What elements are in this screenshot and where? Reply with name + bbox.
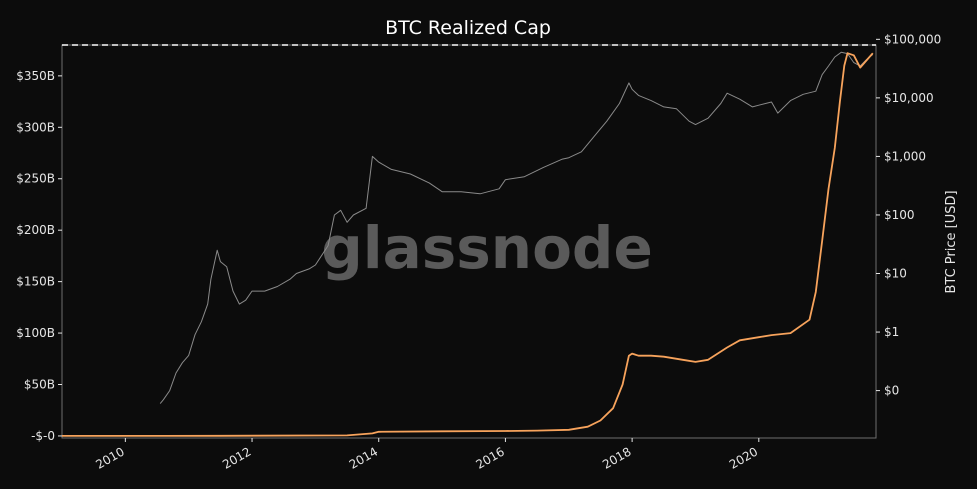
watermark: glassnode	[321, 214, 653, 282]
plot-frame	[61, 44, 877, 439]
x-tick-label: 2012	[220, 444, 253, 471]
right-tick-label: $100	[884, 208, 915, 222]
right-tick-label: $10,000	[884, 91, 934, 105]
right-tick-label: $1	[884, 325, 899, 339]
x-axis: 2010 2012 2014 2016 2018 2020	[93, 438, 760, 472]
left-tick-label: $350B	[16, 69, 55, 83]
x-tick-label: 2014	[347, 444, 380, 471]
right-axis-label: BTC Price [USD]	[944, 190, 959, 293]
right-tick-label: $1,000	[884, 149, 926, 163]
left-tick-label: -$-0	[31, 429, 55, 443]
chart-title: BTC Realized Cap	[385, 17, 551, 39]
right-axis: $0 $1 $10 $100 $1,000 $10,000 $100,000	[876, 32, 941, 398]
right-tick-label: $0	[884, 384, 899, 398]
left-tick-label: $100B	[16, 326, 55, 340]
left-tick-label: $300B	[16, 120, 55, 134]
realized-cap-line	[62, 52, 874, 437]
btc-price-line	[159, 51, 874, 404]
x-tick-label: 2020	[727, 444, 760, 471]
series-layer	[62, 51, 874, 437]
x-tick-label: 2010	[93, 444, 126, 471]
left-tick-label: $200B	[16, 223, 55, 237]
right-tick-label: $10	[884, 267, 907, 281]
left-tick-label: $150B	[16, 275, 55, 289]
left-tick-label: $250B	[16, 172, 55, 186]
right-tick-label: $100,000	[884, 32, 941, 46]
left-axis: -$-0 $50B $100B $150B $200B $250B $300B $350B	[16, 69, 62, 443]
left-tick-label: $50B	[24, 378, 55, 392]
x-tick-label: 2016	[473, 444, 506, 471]
x-tick-label: 2018	[600, 444, 633, 471]
